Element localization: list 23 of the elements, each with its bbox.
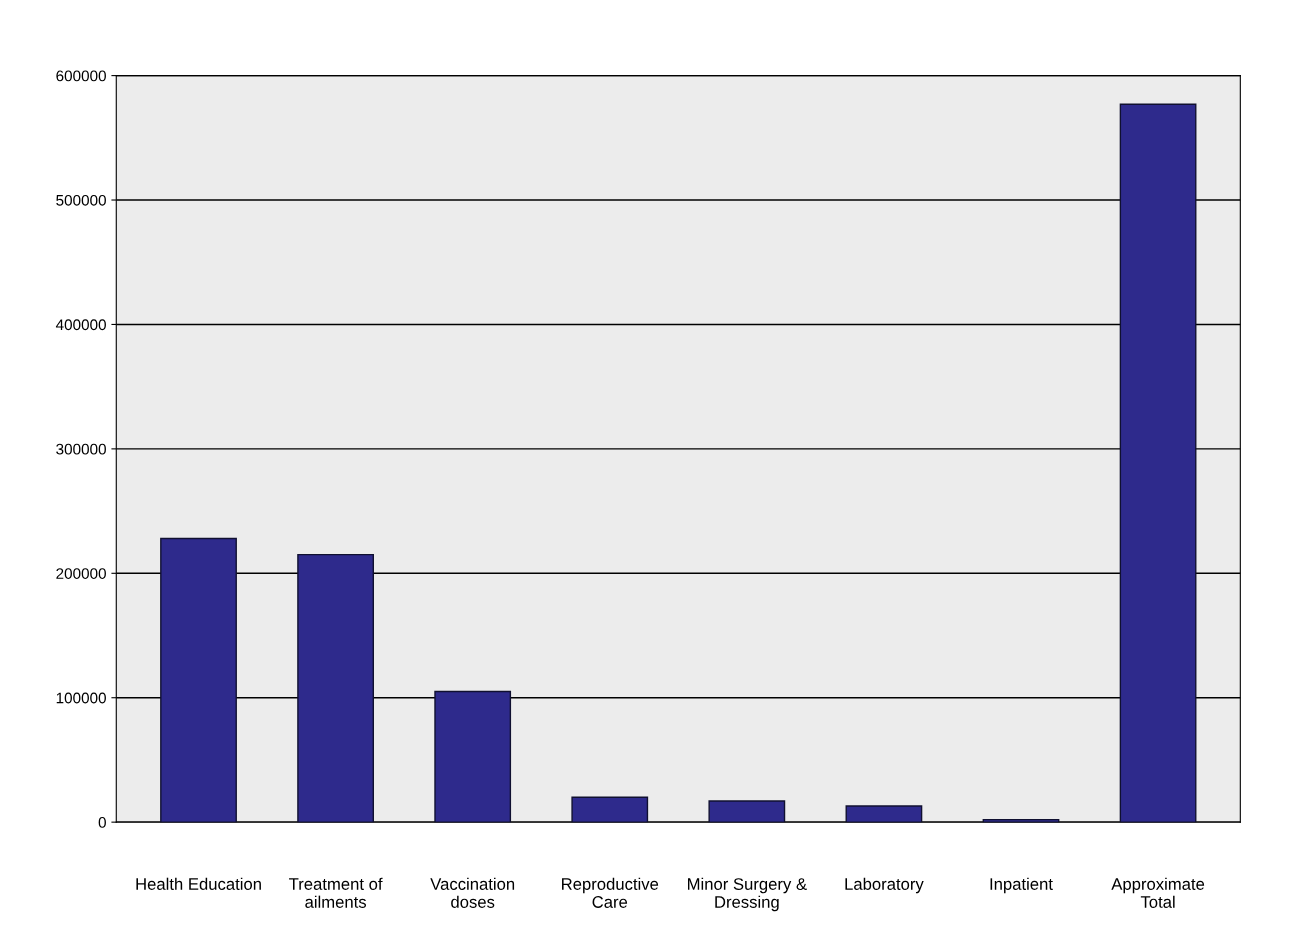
x-tick-label: Inpatient (990, 877, 1053, 894)
y-tick-label: 300000 (56, 443, 106, 455)
y-tick-label: 0 (98, 817, 106, 828)
x-tick-label: Approximate Total (1111, 877, 1205, 908)
bar (571, 796, 649, 823)
y-tick-label: 400000 (55, 319, 106, 331)
y-tick-label: 100000 (56, 692, 106, 704)
y-tick-label: 600000 (56, 70, 106, 82)
x-tick-label: Vaccination doses (430, 877, 515, 908)
bar (708, 800, 786, 823)
x-tick-label: Laboratory (845, 877, 924, 894)
bar (1119, 103, 1197, 823)
x-tick-label: Reproductive Care (562, 877, 659, 908)
y-tick-label: 500000 (56, 194, 106, 206)
bar (434, 690, 512, 823)
bar (845, 805, 923, 823)
bar (160, 537, 237, 823)
bar (297, 553, 374, 823)
y-tick-label: 200000 (56, 568, 106, 579)
x-tick-label: Treatment of ailments (289, 877, 383, 908)
bar (982, 818, 1060, 823)
x-tick-label: Health Education (136, 877, 261, 890)
x-tick-label: Minor Surgery & Dressing (688, 877, 807, 912)
